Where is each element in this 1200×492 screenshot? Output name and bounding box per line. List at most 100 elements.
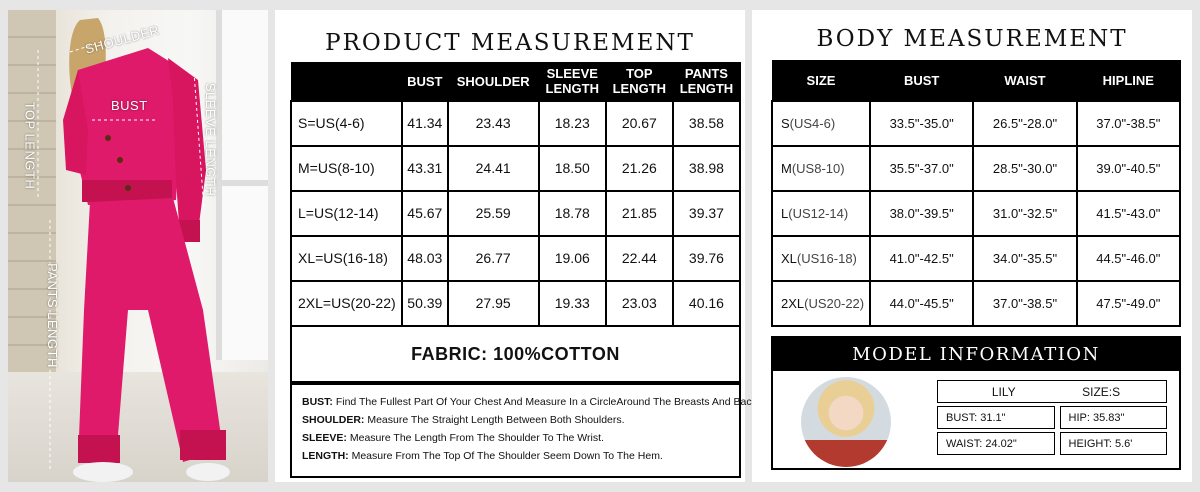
model-size: SIZE:S (1082, 384, 1121, 399)
model-name-size: LILY SIZE:S (937, 380, 1167, 403)
sleeve-cell: 18.50 (537, 144, 607, 192)
table-row: XL(US16-18) 41.0"-42.5" 34.0"-35.5" 44.5… (771, 234, 1182, 282)
size-cell: S=US(4-6) (290, 99, 403, 147)
bust-cell: 33.5"-35.0" (868, 99, 975, 147)
note-sleeve: SLEEVE: Measure The Length From The Shou… (302, 432, 604, 444)
top-length-cell: 23.03 (604, 279, 674, 327)
table-row: XL=US(16-18) 48.03 26.77 19.06 22.44 39.… (290, 234, 742, 282)
model-information-title: MODEL INFORMATION (773, 338, 1179, 371)
floor (8, 372, 268, 482)
product-measurement-panel: PRODUCT MEASUREMENT BUST SHOULDER SLEEVE… (275, 10, 760, 482)
note-length: LENGTH: Measure From The Top Of The Shou… (302, 450, 663, 462)
model-hip: HIP: 35.83" (1059, 406, 1168, 429)
sleeve-cell: 18.78 (537, 189, 607, 237)
product-size-table: BUST SHOULDER SLEEVE LENGTH TOP LENGTH PAN… (290, 62, 742, 327)
sleeve-length-label: SLEEVE LENGTH (203, 82, 219, 197)
header-waist: WAIST (972, 60, 1078, 101)
size-cell: L=US(12-14) (290, 189, 403, 237)
waist-cell: 28.5"-30.0" (972, 144, 1078, 192)
size-cell: L(US12-14) (771, 189, 871, 237)
model-information-box: MODEL INFORMATION LILY SIZE:S BUST: 31.1… (771, 336, 1181, 470)
size-cell: XL(US16-18) (771, 234, 871, 282)
waist-cell: 37.0"-38.5" (972, 279, 1078, 327)
pants-length-cell: 38.58 (671, 99, 742, 147)
pants-length-cell: 39.76 (671, 234, 742, 282)
top-length-label: TOP LENGTH (22, 101, 38, 190)
shoulder-cell: 23.43 (446, 99, 540, 147)
sleeve-cell: 19.06 (537, 234, 607, 282)
header-sleeve-length: SLEEVE LENGTH (538, 62, 607, 101)
size-cell: M=US(8-10) (290, 144, 403, 192)
table-row: L(US12-14) 38.0"-39.5" 31.0"-32.5" 41.5"… (771, 189, 1182, 237)
body-size-table: SIZE BUST WAIST HIPLINE S(US4-6) 33.5"-3… (771, 60, 1182, 327)
shoulder-cell: 26.77 (446, 234, 540, 282)
model-bust: BUST: 31.1" (937, 406, 1055, 429)
header-size (290, 62, 403, 101)
body-table-header-row: SIZE BUST WAIST HIPLINE (771, 60, 1181, 101)
size-cell: 2XL=US(20-22) (290, 279, 403, 327)
shoulder-cell: 25.59 (446, 189, 540, 237)
table-row: 2XL(US20-22) 44.0"-45.5" 37.0"-38.5" 47.… (771, 279, 1182, 327)
model-row: BUST: 31.1" HIP: 35.83" (937, 406, 1168, 429)
waist-cell: 31.0"-32.5" (972, 189, 1078, 237)
table-row: S(US4-6) 33.5"-35.0" 26.5"-28.0" 37.0"-3… (771, 99, 1182, 147)
body-measurement-title: BODY MEASUREMENT (816, 26, 1128, 52)
bust-cell: 48.03 (401, 234, 449, 282)
shoulder-cell: 27.95 (446, 279, 540, 327)
model-height: HEIGHT: 5.6' (1059, 432, 1168, 455)
sleeve-cell: 19.33 (537, 279, 607, 327)
hipline-cell: 41.5"-43.0" (1075, 189, 1182, 237)
header-size: SIZE (771, 60, 871, 101)
model-row: WAIST: 24.02" HEIGHT: 5.6' (937, 432, 1168, 455)
note-bust: BUST: Find The Fullest Part Of Your Ches… (302, 396, 760, 408)
hipline-cell: 39.0"-40.5" (1075, 144, 1182, 192)
table-row: S=US(4-6) 41.34 23.43 18.23 20.67 38.58 (290, 99, 742, 147)
product-table-header-row: BUST SHOULDER SLEEVE LENGTH TOP LENGTH PAN… (290, 62, 741, 101)
table-row: M=US(8-10) 43.31 24.41 18.50 21.26 38.98 (290, 144, 742, 192)
bust-cell: 41.34 (401, 99, 449, 147)
top-length-cell: 20.67 (604, 99, 674, 147)
hipline-cell: 47.5"-49.0" (1075, 279, 1182, 327)
header-top-length: TOP LENGTH (605, 62, 674, 101)
waist-cell: 26.5"-28.0" (972, 99, 1078, 147)
bust-label: BUST (111, 98, 148, 113)
hipline-cell: 44.5"-46.0" (1075, 234, 1182, 282)
shoulder-cell: 24.41 (446, 144, 540, 192)
window (216, 10, 268, 360)
hipline-cell: 37.0"-38.5" (1075, 99, 1182, 147)
bust-cell: 45.67 (401, 189, 449, 237)
top-length-cell: 21.85 (604, 189, 674, 237)
measurement-notes: BUST: Find The Fullest Part Of Your Ches… (290, 383, 760, 478)
product-measurement-title: PRODUCT MEASUREMENT (325, 30, 695, 56)
bust-cell: 43.31 (401, 144, 449, 192)
header-shoulder: SHOULDER (447, 62, 540, 101)
model-name-row: LILY SIZE:S (937, 380, 1167, 403)
body-measurement-panel: BODY MEASUREMENT SIZE BUST WAIST HIPLINE… (752, 10, 1192, 482)
table-row: M(US8-10) 35.5"-37.0" 28.5"-30.0" 39.0"-… (771, 144, 1182, 192)
fabric-info: FABRIC: 100%COTTON (290, 327, 741, 383)
top-length-cell: 21.26 (604, 144, 674, 192)
header-bust: BUST (401, 62, 449, 101)
waist-cell: 34.0"-35.5" (972, 234, 1078, 282)
pants-length-cell: 40.16 (671, 279, 742, 327)
model-stats: LILY SIZE:S BUST: 31.1" HIP: 35.83" WAIS… (937, 380, 1168, 455)
model-waist: WAIST: 24.02" (937, 432, 1055, 455)
product-photo: SHOULDER BUST TOP LENGTH SLEEVE LENGTH P… (8, 10, 268, 482)
size-cell: S(US4-6) (771, 99, 871, 147)
table-row: L=US(12-14) 45.67 25.59 18.78 21.85 39.3… (290, 189, 742, 237)
size-cell: 2XL(US20-22) (771, 279, 871, 327)
header-bust: BUST (869, 60, 974, 101)
pants-length-cell: 38.98 (671, 144, 742, 192)
size-cell: XL=US(16-18) (290, 234, 403, 282)
top-length-cell: 22.44 (604, 234, 674, 282)
note-shoulder: SHOULDER: Measure The Straight Length Be… (302, 414, 625, 426)
bust-cell: 44.0"-45.5" (868, 279, 975, 327)
size-cell: M(US8-10) (771, 144, 871, 192)
model-figure (37, 18, 230, 482)
model-name: LILY (991, 384, 1016, 399)
model-avatar (801, 377, 891, 467)
sleeve-cell: 18.23 (537, 99, 607, 147)
bust-cell: 41.0"-42.5" (868, 234, 975, 282)
header-pants-length: PANTS LENGTH (672, 62, 741, 101)
bust-cell: 50.39 (401, 279, 449, 327)
